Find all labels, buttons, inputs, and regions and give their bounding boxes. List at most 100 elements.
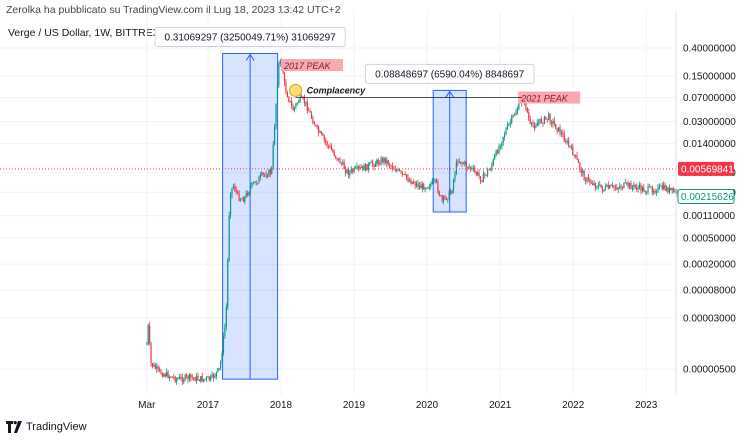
- candle-body: [190, 374, 192, 378]
- y-tick-label: 0.03000000: [683, 117, 736, 128]
- candle-body: [674, 190, 676, 192]
- candle-body: [621, 187, 624, 189]
- candle-body: [447, 198, 449, 200]
- candle-body: [153, 364, 155, 367]
- candle-body: [653, 190, 655, 193]
- peak-label: 2017 PEAK: [283, 61, 332, 71]
- candle-body: [296, 102, 298, 104]
- candle-body: [513, 115, 516, 116]
- measure-shapes: [222, 52, 467, 380]
- candle-body: [292, 105, 294, 111]
- candle-body: [336, 157, 338, 160]
- candle-body: [185, 374, 188, 376]
- y-axis: 0.40000000 0.15000000 0.07000000 0.03000000…: [677, 44, 736, 376]
- candle-body: [425, 187, 428, 189]
- candle-body: [505, 129, 507, 135]
- candle-body: [552, 120, 554, 124]
- candle-body: [244, 196, 246, 202]
- candle-body: [437, 181, 439, 192]
- candle-body: [163, 374, 165, 377]
- y-tick-label: 0.15000000: [683, 71, 736, 82]
- y-tick-label: 0.00000500: [683, 365, 736, 376]
- candle-body: [454, 174, 456, 180]
- y-tick-label: 0.07000000: [683, 93, 736, 104]
- candle-body: [546, 118, 548, 120]
- candle-body: [504, 134, 506, 137]
- candle-body: [371, 162, 374, 165]
- candle-body: [289, 101, 291, 102]
- candle-body: [431, 180, 433, 185]
- candle-body: [151, 363, 154, 367]
- y-tick-label: 0.00020000: [683, 260, 736, 271]
- candle-body: [668, 187, 670, 193]
- candle-body: [468, 167, 470, 168]
- candle-body: [420, 185, 422, 189]
- candle-body: [370, 162, 372, 163]
- candle-body: [461, 162, 463, 164]
- candle-body: [389, 164, 391, 166]
- candle-body: [174, 377, 176, 382]
- candle-body: [593, 183, 595, 186]
- candle-body: [193, 377, 195, 379]
- candle-body: [234, 186, 236, 190]
- measure-arrowhead: [245, 53, 255, 61]
- candle-body: [356, 166, 358, 168]
- candle-body: [242, 198, 244, 202]
- candle-body: [278, 63, 280, 86]
- candle-body: [641, 187, 643, 191]
- candle-body: [532, 122, 534, 126]
- last-price-badge: [677, 189, 735, 205]
- footer-brand[interactable]: TradingView: [6, 421, 87, 433]
- candle-body: [407, 178, 409, 182]
- candle-body: [201, 376, 203, 382]
- candle-body: [353, 167, 355, 172]
- candle-body: [379, 163, 381, 165]
- candle-body: [584, 180, 587, 182]
- candle-body: [227, 259, 229, 308]
- candle-body: [646, 191, 648, 193]
- candle-body: [562, 132, 564, 135]
- candle-body: [268, 169, 270, 177]
- candle-body: [609, 185, 611, 189]
- candle-body: [275, 104, 277, 127]
- grid: [0, 12, 676, 395]
- candle-body: [484, 173, 486, 175]
- y-tick-label: 0.00110000: [683, 211, 736, 222]
- candle-body: [386, 160, 388, 164]
- candle-body: [398, 169, 401, 172]
- candle-body: [354, 167, 357, 169]
- candle-body: [594, 183, 597, 188]
- candle-body: [671, 188, 673, 190]
- candle-body: [150, 342, 152, 364]
- candle-body: [222, 336, 225, 354]
- candle-body: [560, 132, 563, 134]
- candle-body: [570, 146, 572, 148]
- candle-body: [181, 377, 183, 382]
- candle-body: [312, 118, 314, 124]
- candle-body: [259, 175, 261, 178]
- candle-body: [602, 187, 604, 191]
- symbol-title[interactable]: Verge / US Dollar, 1W, BITTREX: [8, 27, 160, 39]
- candle-body: [623, 182, 625, 188]
- candle-body: [318, 127, 320, 133]
- candle-body: [673, 188, 675, 192]
- candle-body: [617, 187, 619, 190]
- candle-body: [203, 379, 205, 382]
- x-tick-label: Mar: [138, 400, 156, 411]
- x-tick-label: 2019: [343, 400, 366, 411]
- candle-body: [367, 164, 369, 171]
- candle-body: [451, 190, 453, 194]
- candle-body: [658, 185, 661, 187]
- candle-body: [339, 158, 341, 164]
- candle-body: [183, 380, 185, 382]
- candle-body: [269, 169, 271, 174]
- measure-label-box: [154, 26, 346, 47]
- x-tick-label: 2018: [270, 400, 293, 411]
- candle-body: [670, 187, 672, 190]
- candle-body: [346, 169, 348, 173]
- candle-body: [310, 112, 313, 119]
- candle-body: [630, 183, 632, 190]
- x-tick-label: 2017: [197, 400, 220, 411]
- candle-body: [413, 181, 415, 184]
